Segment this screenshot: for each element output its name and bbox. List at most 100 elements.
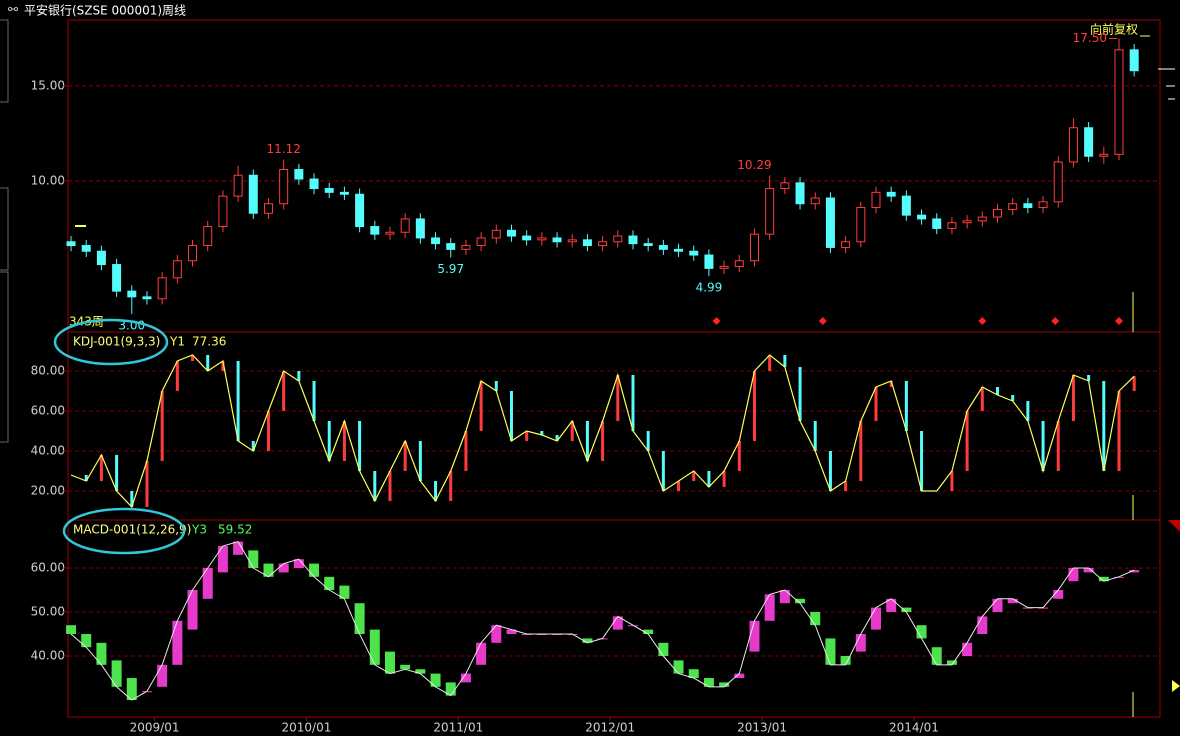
candle-body (142, 296, 152, 300)
x-tick-label: 2009/01 (130, 721, 180, 735)
macd-bar (248, 550, 259, 569)
candle-body (112, 264, 122, 292)
macd-bar (202, 568, 213, 599)
macd-bar (369, 629, 380, 665)
y-tick-label: 80.00 (31, 364, 65, 378)
macd-bar (172, 620, 183, 665)
candle-body (582, 239, 592, 247)
x-tick-label: 2010/01 (282, 721, 332, 735)
window-title: 平安银行(SZSE 000001)周线 (24, 3, 186, 18)
candle-body (476, 237, 486, 247)
candle-body (127, 290, 137, 298)
indicator-name: MACD-001(12,26,9) (73, 523, 191, 537)
candle-body (674, 248, 684, 252)
candle-body (886, 191, 896, 197)
series-value: 77.36 (192, 335, 226, 349)
macd-bar (719, 682, 730, 687)
sidebar-tab[interactable] (0, 187, 9, 271)
macd-bar (795, 598, 806, 604)
candle-body (157, 277, 167, 300)
price-annotation: 5.97 (437, 262, 464, 276)
y-tick-label: 20.00 (31, 484, 65, 498)
sidebar-tab[interactable] (0, 271, 9, 443)
macd-bar (840, 656, 851, 665)
candle-body (643, 243, 653, 247)
macd-bar (324, 576, 335, 591)
candle-body (917, 214, 927, 220)
y-tick-label: 60.00 (31, 561, 65, 575)
candle-body (719, 265, 729, 269)
candle-body (203, 226, 213, 247)
y-tick-label: 15.00 (31, 78, 65, 92)
plots: 10.0015.0011.1210.2917.505.974.993.0020.… (31, 31, 1160, 735)
macd-bar (187, 590, 198, 630)
candle-body (96, 250, 106, 266)
link-icon[interactable]: ⚯ (8, 3, 18, 17)
macd-bar (460, 673, 471, 683)
scroll-mark (1172, 680, 1180, 692)
candle-body (810, 197, 820, 205)
candle-body (522, 235, 532, 241)
macd-bar (825, 638, 836, 665)
macd-bar (764, 594, 775, 621)
adjust-mode[interactable]: 向前复权 (1090, 22, 1138, 37)
candle-body (977, 216, 987, 222)
candle-body (689, 250, 699, 256)
candle-body (355, 193, 365, 228)
y-tick-label: 40.00 (31, 444, 65, 458)
candle-body (825, 197, 835, 248)
y-tick-label: 60.00 (31, 404, 65, 418)
macd-bar (293, 559, 304, 569)
y-tick-label: 50.00 (31, 605, 65, 619)
panel-frames (67, 19, 1161, 718)
candle-body (658, 245, 668, 250)
candle-body (294, 169, 304, 180)
sidebar-tab[interactable] (0, 19, 9, 103)
candle-body (962, 220, 972, 224)
signal-diamond (1114, 317, 1123, 325)
macd-bar (111, 660, 122, 687)
candle-body (567, 239, 577, 243)
candle-body (749, 233, 759, 262)
macd-bar (582, 638, 593, 643)
signal-diamond (712, 317, 721, 325)
macd-line (70, 541, 1135, 701)
candle-body (1038, 201, 1048, 209)
macd-bar (415, 669, 426, 674)
candle-body (795, 182, 805, 205)
candle-body (218, 195, 228, 228)
candle-body (248, 174, 258, 214)
candle-body (734, 260, 744, 267)
macd-bar (643, 629, 654, 635)
macd-bar (901, 607, 912, 613)
candle-body (598, 241, 608, 247)
macd-bar (491, 625, 502, 643)
candle-body (765, 188, 775, 235)
macd-bar (779, 590, 790, 604)
macd-bar (96, 642, 107, 665)
candle-body (66, 241, 76, 247)
series-value: 59.52 (218, 523, 252, 537)
price-annotation: 11.12 (266, 142, 300, 156)
macd-bar (506, 629, 517, 635)
candle-body (1099, 153, 1109, 157)
candle-body (932, 218, 942, 229)
candle-body (506, 229, 516, 237)
macd-bar (476, 642, 487, 665)
highlight (62, 507, 186, 555)
macd-bar (217, 546, 228, 573)
macd-bar (658, 642, 669, 657)
macd-bar (81, 634, 92, 648)
signal-diamond (1051, 317, 1060, 325)
candle-body (856, 207, 866, 243)
x-tick-label: 2014/01 (889, 721, 939, 735)
candle-body (1053, 161, 1063, 203)
x-tick-label: 2013/01 (737, 721, 787, 735)
macd-bar (263, 563, 274, 577)
candle-body (431, 237, 441, 245)
price-annotation: 4.99 (696, 281, 723, 295)
macd-bar (1007, 598, 1018, 604)
indicator-name: KDJ-001(9,3,3) (73, 335, 160, 349)
macd-bar (66, 625, 77, 635)
